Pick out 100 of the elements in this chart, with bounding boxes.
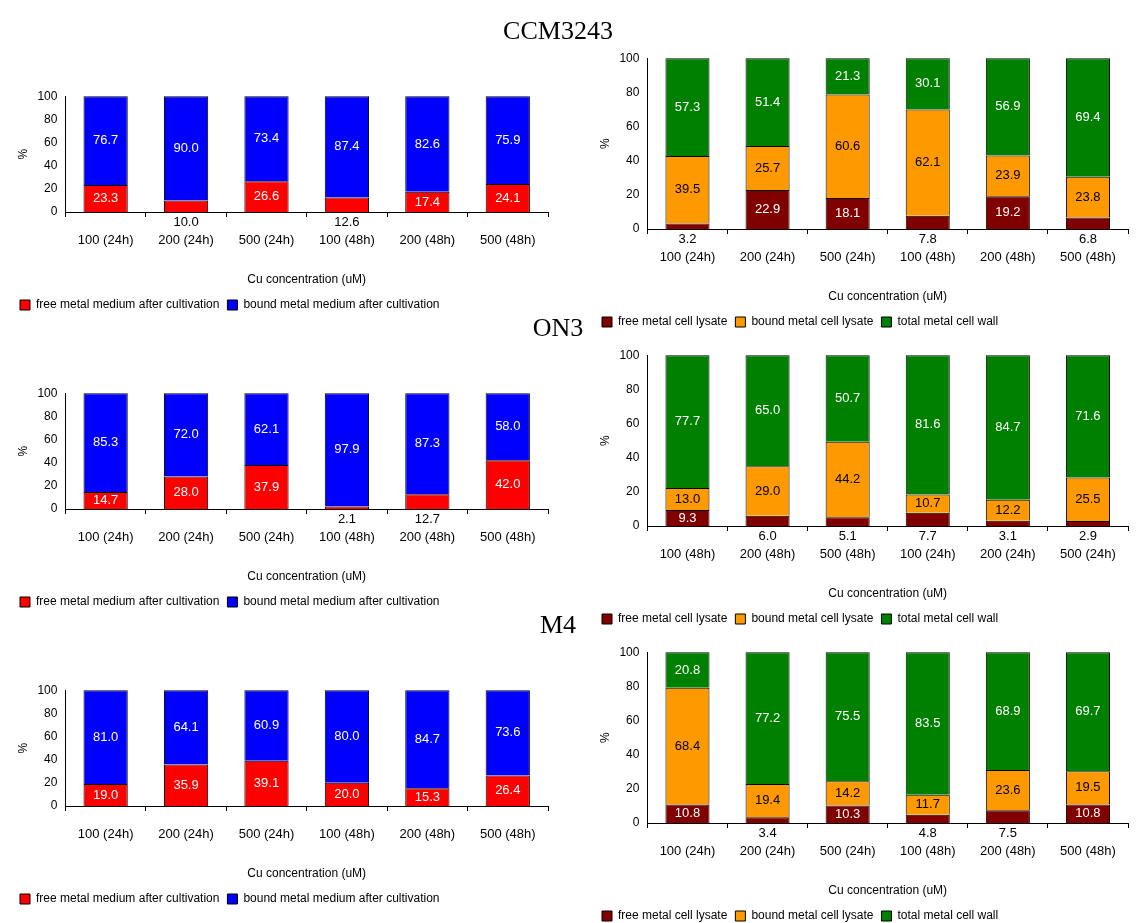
data-label: 39.5: [674, 181, 701, 197]
data-label: 44.2: [835, 471, 861, 487]
x-tick-label: 500 (48h): [479, 232, 536, 248]
data-label: 18.1: [835, 205, 861, 221]
data-label: 30.1: [915, 75, 941, 91]
legend-label: bound metal cell lysate: [751, 611, 874, 626]
data-label: 7.7: [918, 527, 937, 543]
data-label: 22.9: [754, 201, 781, 217]
x-tick-label: 500 (24h): [238, 826, 295, 842]
y-tick-label: 60: [44, 134, 58, 149]
data-label: 3.1: [998, 527, 1017, 543]
data-label: 73.4: [253, 130, 280, 146]
data-label: 50.7: [835, 390, 861, 406]
x-tick-label: 100 (48h): [659, 546, 716, 562]
data-label: 20.8: [674, 661, 701, 677]
x-axis-title: Cu concentration (uM): [828, 883, 948, 898]
data-label: 23.8: [1075, 188, 1101, 204]
y-tick-label: 80: [44, 408, 58, 423]
chart-title: ON3: [532, 313, 584, 342]
y-tick-label: 60: [44, 431, 58, 446]
data-label: 69.7: [1075, 703, 1101, 719]
data-label: 39.1: [253, 774, 280, 790]
y-tick-label: 40: [44, 157, 58, 172]
data-label: 25.7: [754, 159, 781, 175]
data-label: 77.7: [674, 413, 701, 429]
data-label: 25.5: [1075, 490, 1101, 506]
data-label: 84.7: [414, 730, 441, 746]
data-label: 37.9: [253, 478, 280, 494]
data-label: 19.2: [995, 204, 1021, 220]
data-label: 14.2: [835, 784, 861, 800]
data-label: 81.6: [915, 416, 941, 432]
data-label: 81.0: [92, 728, 119, 744]
data-label: 20.0: [334, 786, 360, 801]
y-axis-title: %: [597, 434, 612, 446]
x-axis-title: Cu concentration (uM): [247, 569, 367, 584]
y-tick-label: 80: [626, 381, 640, 396]
x-axis-title: Cu concentration (uM): [828, 289, 948, 304]
x-tick-label: 200 (24h): [739, 843, 796, 859]
y-tick-label: 0: [632, 815, 640, 830]
y-axis-title: %: [597, 137, 612, 149]
y-tick-label: 20: [626, 187, 640, 202]
y-tick-label: 100: [619, 50, 640, 65]
data-label: 19.5: [1075, 779, 1101, 795]
y-tick-label: 80: [626, 84, 640, 99]
data-label: 65.0: [754, 402, 781, 418]
y-axis-title: %: [15, 148, 30, 160]
y-tick-label: 20: [44, 775, 58, 790]
data-label: 19.0: [92, 786, 119, 802]
data-label: 5.1: [838, 527, 857, 543]
data-label: 7.5: [998, 824, 1017, 840]
data-label: 68.4: [674, 737, 701, 753]
y-tick-label: 100: [37, 88, 58, 103]
data-label: 68.9: [995, 702, 1021, 718]
legend-label: total metal cell wall: [897, 314, 999, 329]
legend-label: bound metal cell lysate: [751, 908, 874, 923]
chart-title: M4: [539, 610, 577, 639]
x-tick-label: 200 (48h): [980, 249, 1036, 265]
data-label: 42.0: [495, 476, 521, 492]
y-tick-label: 80: [44, 705, 58, 720]
data-label: 84.7: [995, 419, 1021, 435]
y-tick-label: 100: [619, 347, 640, 362]
x-tick-label: 100 (24h): [77, 826, 134, 842]
x-tick-label: 500 (24h): [819, 843, 876, 859]
x-tick-label: 500 (48h): [1060, 843, 1116, 859]
y-tick-label: 20: [626, 484, 640, 499]
data-label: 51.4: [754, 93, 781, 109]
x-tick-label: 100 (48h): [319, 826, 375, 842]
y-tick-label: 0: [50, 501, 58, 516]
data-label: 87.3: [414, 435, 441, 451]
data-label: 12.6: [334, 213, 360, 229]
data-label: 77.2: [754, 709, 781, 725]
data-label: 2.1: [337, 510, 356, 526]
data-label: 28.0: [173, 484, 199, 500]
x-tick-label: 200 (24h): [158, 826, 214, 842]
legend-label: total metal cell wall: [897, 908, 999, 923]
data-label: 75.5: [835, 708, 861, 724]
data-label: 14.7: [92, 492, 119, 508]
x-tick-label: 100 (48h): [319, 529, 375, 545]
data-label: 26.4: [495, 782, 521, 798]
x-tick-label: 200 (48h): [399, 232, 456, 248]
y-tick-label: 0: [50, 798, 58, 813]
x-tick-label: 200 (24h): [980, 546, 1036, 562]
y-tick-label: 20: [44, 478, 58, 493]
legend-label: free metal cell lysate: [618, 314, 728, 329]
data-label: 71.6: [1075, 407, 1101, 423]
x-tick-label: 100 (24h): [659, 843, 716, 859]
data-label: 3.4: [758, 824, 777, 840]
data-label: 4.8: [918, 824, 937, 840]
legend-label: bound metal medium after cultivation: [243, 297, 440, 312]
x-tick-label: 100 (24h): [899, 546, 956, 562]
y-tick-label: 40: [626, 449, 640, 464]
data-label: 73.6: [495, 724, 521, 740]
x-tick-label: 500 (48h): [479, 529, 536, 545]
y-tick-label: 80: [626, 678, 640, 693]
y-tick-label: 40: [44, 454, 58, 469]
y-tick-label: 60: [626, 118, 640, 133]
legend-label: free metal medium after cultivation: [36, 297, 220, 312]
data-label: 62.1: [915, 154, 941, 170]
y-tick-label: 0: [50, 204, 58, 219]
y-tick-label: 0: [632, 221, 640, 236]
